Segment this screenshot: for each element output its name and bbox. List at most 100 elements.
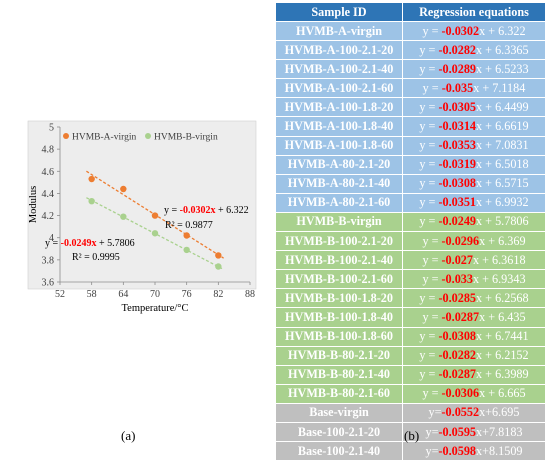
equation-slope-coefficient: -0.0552: [441, 405, 480, 420]
regression-equation-cell: y = -0.0289x + 6.5233: [403, 60, 546, 80]
equation-suffix: x + 7.0831: [476, 138, 529, 153]
sample-id-cell: Base-virgin: [276, 403, 403, 423]
equation-prefix: y =: [419, 329, 439, 344]
regression-equation-cell: y = -0.0351x + 6.9932: [403, 193, 546, 213]
sample-id-cell: HVMB-B-virgin: [276, 212, 403, 233]
regression-equation-cell: y = -0.033x + 6.9343: [403, 270, 546, 290]
trendline-equation: y = -0.0302x + 6.322: [164, 205, 249, 216]
sample-id-cell: HVMB-B-100-1.8-40: [276, 308, 403, 328]
equation-suffix: x + 6.3989: [476, 367, 529, 382]
panel-a-chart: 52 58 64 70 76 82 88 3.6 3.8 4 4.2 4.4 4.6 4.8 5 Temper…: [0, 0, 270, 448]
header-regression-equations: Regression equations: [403, 3, 546, 22]
regression-equation-cell: y = -0.0285x + 6.2568: [403, 289, 546, 309]
regression-equation-cell: y = -0.0306x + 6.665: [403, 384, 546, 404]
equation-suffix: x + 6.2152: [476, 348, 529, 363]
equation-suffix: x + 6.322: [479, 23, 526, 38]
table-row: HVMB-A-100-2.1-60 y = -0.035x + 7.1184: [276, 79, 546, 99]
legend-label: HVMB-B-virgin: [154, 133, 218, 143]
sample-id-cell: HVMB-B-80-2.1-60: [276, 384, 403, 404]
table-row: HVMB-B-80-2.1-60 y = -0.0306x + 6.665: [276, 384, 546, 404]
equation-prefix: y =: [419, 176, 439, 191]
sample-id-cell: HVMB-B-80-2.1-20: [276, 346, 403, 366]
equation-slope-coefficient: -0.0296: [441, 233, 480, 248]
table-row: HVMB-A-100-2.1-40 y = -0.0289x + 6.5233: [276, 60, 546, 80]
equation-slope-coefficient: -0.033: [441, 271, 473, 286]
equation-slope-coefficient: -0.0287: [438, 367, 477, 382]
x-tick-label: 70: [150, 289, 160, 300]
equation-suffix: x + 6.3365: [476, 42, 529, 57]
equation-prefix: y =: [419, 119, 439, 134]
plot-area-background: [27, 120, 257, 290]
table-row: Base-virgin y=-0.0552x+6.695: [276, 403, 546, 423]
y-tick-label: 4: [49, 233, 54, 244]
regression-equation-cell: y = -0.0249x + 5.7806: [403, 212, 546, 233]
equation-suffix: x + 6.665: [479, 386, 526, 401]
table-row: HVMB-A-100-1.8-60 y = -0.0353x + 7.0831: [276, 136, 546, 156]
sample-id-cell: Base-100-2.1-20: [276, 422, 403, 443]
sample-id-cell: HVMB-B-100-2.1-60: [276, 270, 403, 290]
regression-equation-cell: y = -0.0282x + 6.2152: [403, 346, 546, 366]
x-tick-label: 82: [213, 289, 223, 300]
equation-suffix: x + 6.6619: [476, 119, 529, 134]
equation-prefix: y =: [419, 348, 439, 363]
equation-slope-coefficient: -0.0282: [438, 348, 477, 363]
caption-a: (a): [121, 428, 136, 443]
data-point-HVMB-A-virgin: [215, 252, 222, 259]
equation-slope-coefficient: -0.035: [441, 80, 474, 95]
sample-id-cell: HVMB-A-100-1.8-60: [276, 136, 403, 156]
r-squared-label: R² = 0.9995: [72, 252, 120, 263]
equation-prefix: y =: [419, 367, 439, 382]
table-row: HVMB-B-100-2.1-40 y = -0.027x + 6.3618: [276, 251, 546, 271]
sample-id-cell: HVMB-A-100-2.1-60: [276, 79, 403, 99]
equation-suffix: x+7.8183: [476, 424, 523, 439]
equation-prefix: y=: [425, 443, 439, 458]
sample-id-cell: HVMB-A-80-2.1-20: [276, 155, 403, 175]
equation-suffix: x + 6.369: [479, 233, 526, 248]
table-row: HVMB-A-80-2.1-60 y = -0.0351x + 6.9932: [276, 193, 546, 213]
equation-prefix: y =: [419, 138, 439, 153]
table-row: HVMB-A-80-2.1-40 y = -0.0308x + 6.5715: [276, 174, 546, 194]
regression-equation-cell: y=-0.0598x+8.1509: [403, 442, 546, 461]
equation-coef: -0.0249x: [61, 238, 97, 249]
table-header-row: Sample ID Regression equations: [276, 3, 546, 22]
equation-prefix: y =: [422, 271, 442, 286]
regression-equation-cell: y = -0.0302x + 6.322: [403, 22, 546, 42]
y-tick-label: 4.2: [42, 211, 55, 222]
table-row: HVMB-B-80-2.1-40 y = -0.0287x + 6.3989: [276, 365, 546, 385]
sample-id-cell: HVMB-B-100-2.1-20: [276, 232, 403, 252]
data-point-HVMB-B-virgin: [215, 263, 222, 270]
data-point-HVMB-A-virgin: [120, 185, 127, 193]
equation-prefix: y=: [428, 405, 442, 420]
data-point-HVMB-A-virgin: [88, 175, 95, 183]
data-point-HVMB-A-virgin: [151, 212, 159, 219]
sample-id-cell: HVMB-B-100-2.1-40: [276, 251, 403, 271]
table-row: HVMB-B-100-2.1-20 y = -0.0296x + 6.369: [276, 232, 546, 252]
sample-id-cell: HVMB-A-100-2.1-20: [276, 41, 403, 61]
regression-equation-cell: y = -0.0314x + 6.6619: [403, 117, 546, 137]
equation-prefix: y =: [419, 61, 439, 76]
equation-slope-coefficient: -0.0305: [438, 99, 477, 114]
y-tick-label: 3.8: [42, 255, 55, 266]
regression-equation-cell: y = -0.0319x + 6.5018: [403, 155, 546, 175]
equation-suffix: x + 7.1184: [473, 80, 526, 95]
equation-prefix: y =: [422, 80, 442, 95]
equation-suffix: x + 6.5018: [476, 157, 529, 172]
equation-suffix: x+8.1509: [476, 443, 523, 458]
regression-equation-cell: y = -0.0287x + 6.435: [403, 308, 546, 328]
sample-id-cell: HVMB-A-100-1.8-40: [276, 117, 403, 137]
sample-id-cell: HVMB-A-100-2.1-40: [276, 60, 403, 80]
equation-suffix: x + 6.4499: [476, 99, 529, 114]
table-row: HVMB-B-100-1.8-60 y = -0.0308x + 6.7441: [276, 327, 546, 347]
equation-suffix: x + 6.7441: [476, 329, 529, 344]
sample-id-cell: HVMB-B-100-1.8-20: [276, 289, 403, 309]
equation-prefix: y =: [419, 99, 439, 114]
equation-suffix: x + 6.2568: [476, 290, 529, 305]
equation-suffix: x + 5.7806: [476, 214, 529, 229]
data-point-HVMB-B-virgin: [151, 230, 159, 237]
equation-slope-coefficient: -0.0302: [441, 23, 480, 38]
legend-label: HVMB-A-virgin: [72, 133, 136, 143]
equation-suffix: x + 6.3618: [472, 252, 526, 267]
y-axis-label: Modulus: [28, 186, 39, 223]
table-row: Base-100-2.1-40 y=-0.0598x+8.1509: [276, 442, 546, 461]
y-tick-label: 4.4: [42, 189, 55, 200]
